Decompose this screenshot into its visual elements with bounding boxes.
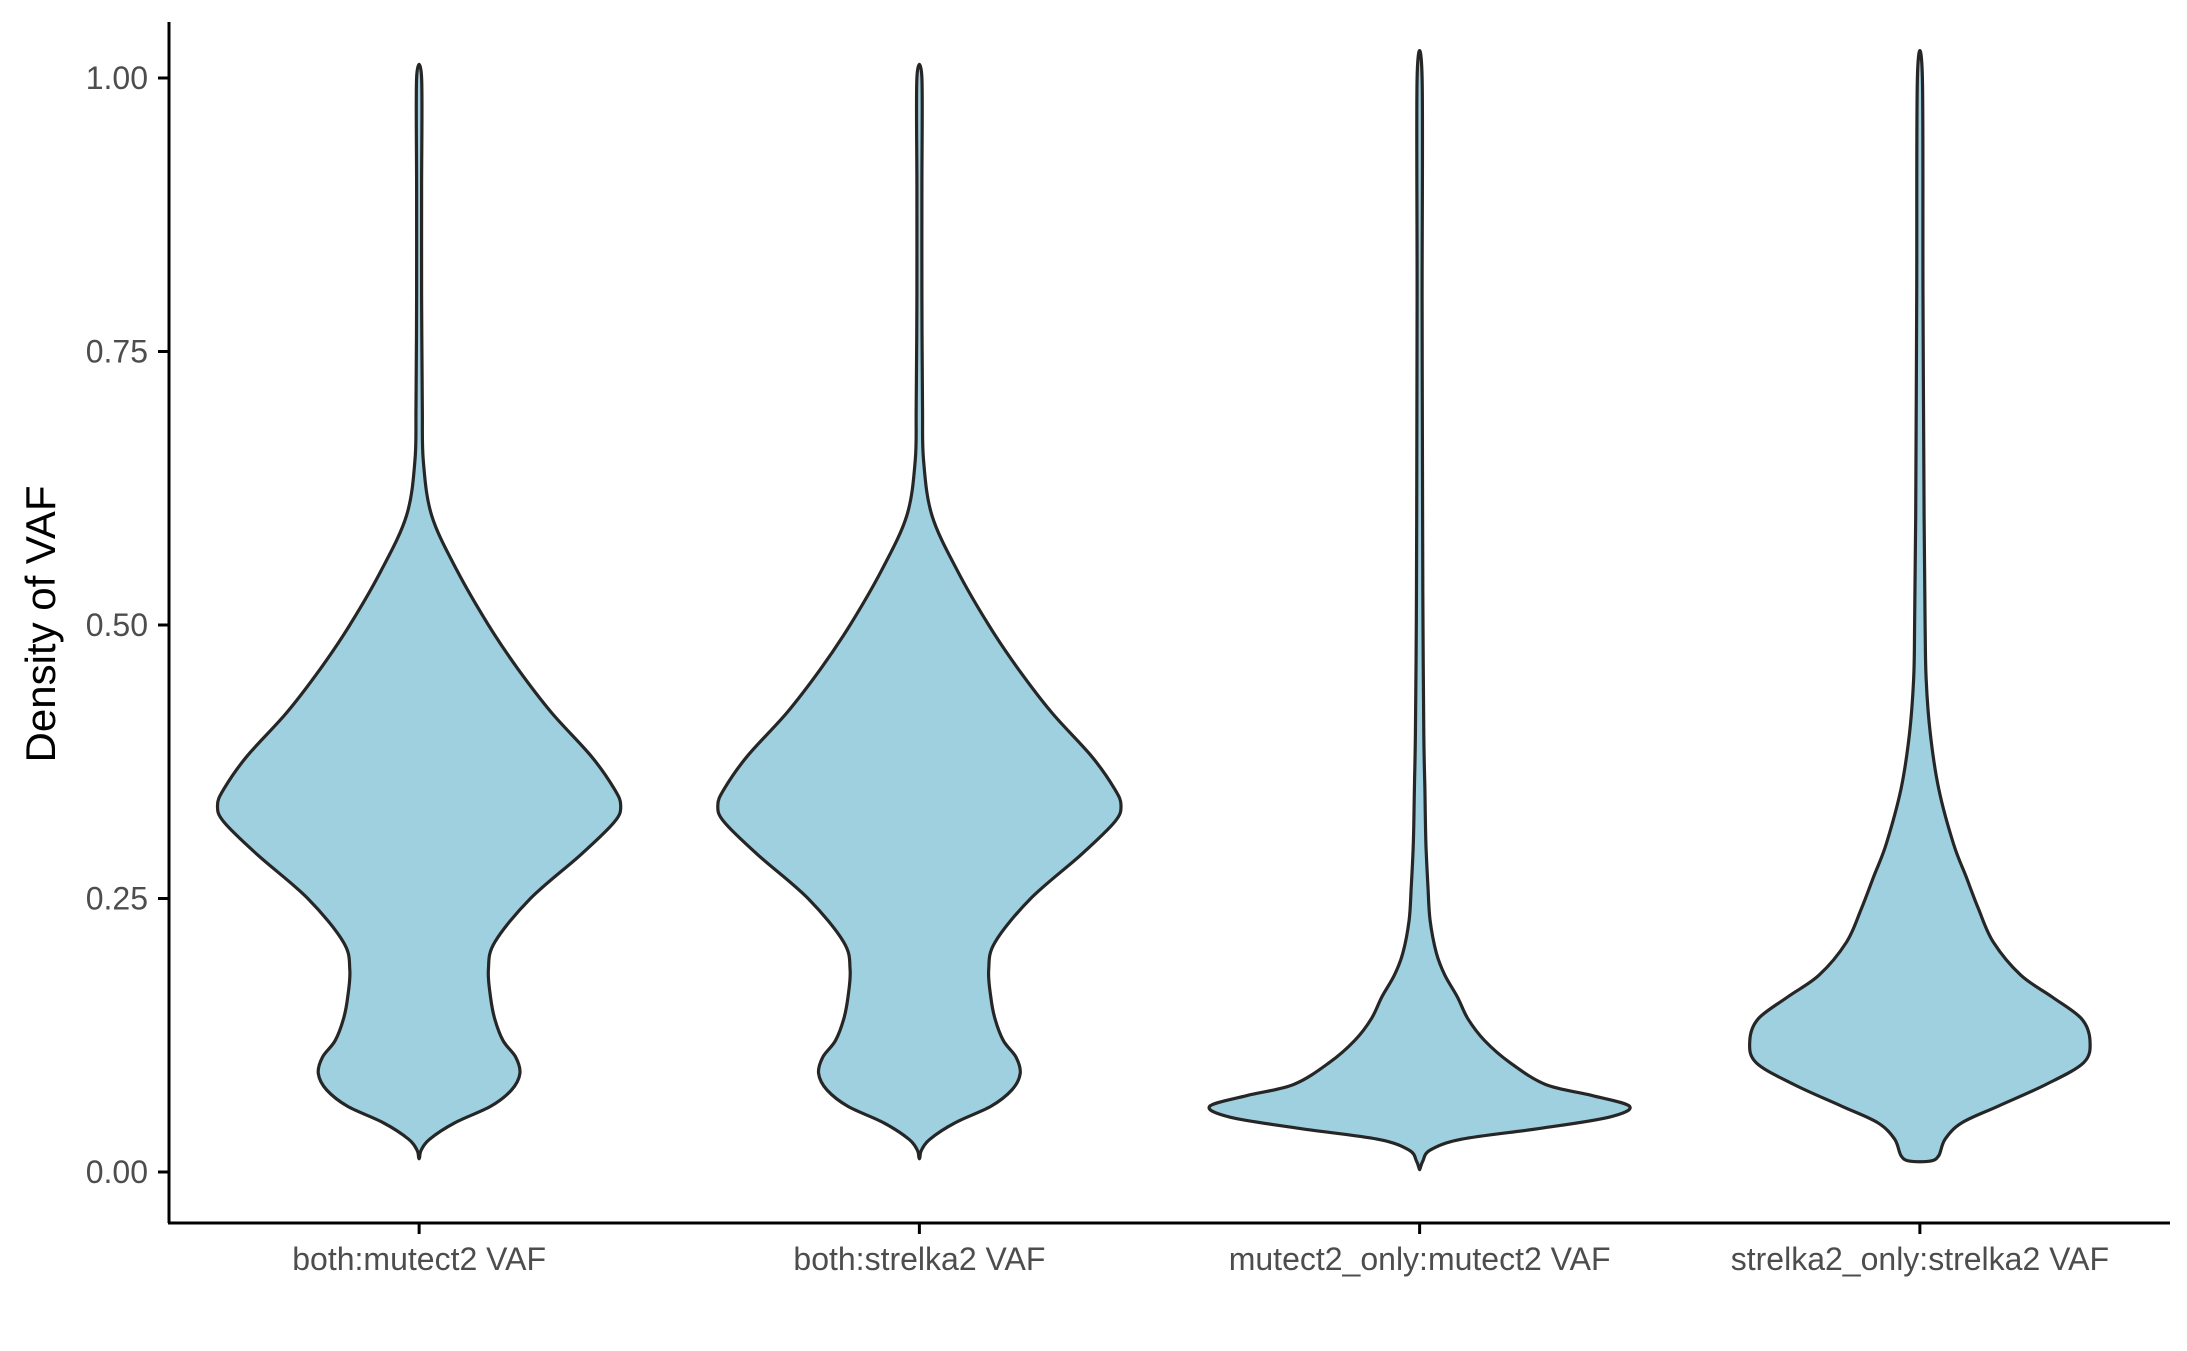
x-tick-label: both:mutect2 VAF (292, 1241, 546, 1277)
violin-group (215, 49, 2092, 1172)
y-tick-label: 0.25 (86, 881, 148, 917)
violin-1 (215, 62, 623, 1161)
y-axis-ticks: 0.00 0.25 0.50 0.75 1.00 (86, 60, 169, 1190)
violin-4 (1747, 49, 2092, 1164)
y-tick-label: 0.75 (86, 334, 148, 370)
x-tick-label: mutect2_only:mutect2 VAF (1229, 1241, 1611, 1277)
x-tick-label: strelka2_only:strelka2 VAF (1731, 1241, 2109, 1277)
y-tick-label: 0.50 (86, 607, 148, 643)
y-tick-label: 1.00 (86, 60, 148, 96)
violin-2 (716, 62, 1123, 1161)
y-tick-label: 0.00 (86, 1154, 148, 1190)
x-tick-label: both:strelka2 VAF (793, 1241, 1045, 1277)
violin-3 (1207, 49, 1632, 1172)
y-axis-title: Density of VAF (17, 486, 64, 763)
x-axis-ticks: both:mutect2 VAF both:strelka2 VAF mutect2… (292, 1223, 2109, 1277)
